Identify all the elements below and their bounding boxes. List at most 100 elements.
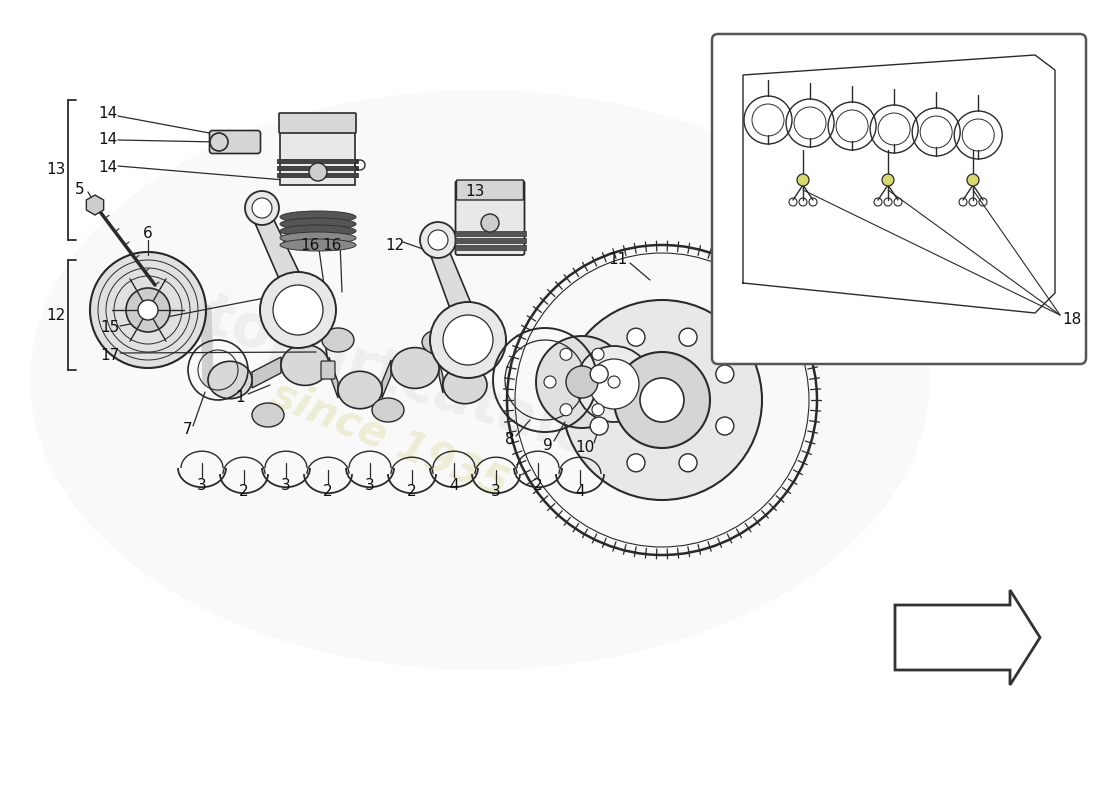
Text: 3: 3 xyxy=(365,478,375,493)
Text: 2: 2 xyxy=(534,478,542,493)
Ellipse shape xyxy=(280,345,329,386)
FancyBboxPatch shape xyxy=(455,181,525,255)
Text: 13: 13 xyxy=(465,185,485,199)
Circle shape xyxy=(967,174,979,186)
Text: 4: 4 xyxy=(575,485,585,499)
FancyBboxPatch shape xyxy=(279,113,356,133)
Polygon shape xyxy=(439,360,443,393)
Text: 12: 12 xyxy=(385,238,405,253)
Circle shape xyxy=(679,454,697,472)
Text: 14: 14 xyxy=(98,106,118,122)
Text: 2: 2 xyxy=(239,485,249,499)
Text: 3: 3 xyxy=(282,478,290,493)
Polygon shape xyxy=(329,357,338,398)
Ellipse shape xyxy=(280,225,356,237)
Text: 6: 6 xyxy=(143,226,153,241)
Circle shape xyxy=(260,272,336,348)
Text: 5: 5 xyxy=(75,182,85,198)
Circle shape xyxy=(882,174,894,186)
Circle shape xyxy=(592,404,604,416)
Ellipse shape xyxy=(280,232,356,244)
Circle shape xyxy=(591,365,608,383)
Ellipse shape xyxy=(252,403,284,427)
Text: 14: 14 xyxy=(98,161,118,175)
Ellipse shape xyxy=(372,398,404,422)
Circle shape xyxy=(566,366,598,398)
Text: 18: 18 xyxy=(1062,313,1081,327)
Circle shape xyxy=(614,352,710,448)
Ellipse shape xyxy=(280,211,356,223)
Polygon shape xyxy=(280,130,355,185)
Text: 14: 14 xyxy=(98,133,118,147)
FancyBboxPatch shape xyxy=(712,34,1086,364)
Text: 7: 7 xyxy=(184,422,192,438)
Polygon shape xyxy=(252,216,310,295)
Text: 15: 15 xyxy=(100,321,120,335)
Polygon shape xyxy=(428,248,480,325)
Text: 12: 12 xyxy=(46,307,66,322)
Ellipse shape xyxy=(322,328,354,352)
Text: 8: 8 xyxy=(505,433,515,447)
Text: 16: 16 xyxy=(300,238,320,253)
Text: 10: 10 xyxy=(575,439,595,454)
Text: 2: 2 xyxy=(407,485,417,499)
Ellipse shape xyxy=(443,366,487,404)
Circle shape xyxy=(798,174,808,186)
Ellipse shape xyxy=(338,371,382,409)
Circle shape xyxy=(90,252,206,368)
Circle shape xyxy=(562,300,762,500)
Circle shape xyxy=(716,365,734,383)
Text: 17: 17 xyxy=(100,347,120,362)
Circle shape xyxy=(560,348,572,360)
Circle shape xyxy=(430,302,506,378)
Circle shape xyxy=(273,285,323,335)
Circle shape xyxy=(588,359,639,409)
Circle shape xyxy=(536,336,628,428)
Bar xyxy=(454,245,526,250)
FancyBboxPatch shape xyxy=(209,130,261,154)
Circle shape xyxy=(560,404,572,416)
Circle shape xyxy=(428,230,448,250)
Text: since 1935: since 1935 xyxy=(265,374,515,506)
Text: 13: 13 xyxy=(46,162,66,178)
Ellipse shape xyxy=(390,347,439,388)
Bar xyxy=(277,173,358,177)
Text: 16: 16 xyxy=(322,238,342,253)
Circle shape xyxy=(252,198,272,218)
Circle shape xyxy=(608,376,620,388)
Ellipse shape xyxy=(208,362,252,398)
Circle shape xyxy=(126,288,170,332)
FancyBboxPatch shape xyxy=(456,180,524,200)
Circle shape xyxy=(138,300,158,320)
Polygon shape xyxy=(382,360,390,398)
Text: 1: 1 xyxy=(235,390,245,405)
Circle shape xyxy=(716,417,734,435)
Ellipse shape xyxy=(280,218,356,230)
Circle shape xyxy=(443,315,493,365)
Bar xyxy=(454,238,526,243)
Text: 3: 3 xyxy=(491,485,501,499)
Circle shape xyxy=(309,163,327,181)
Bar xyxy=(454,231,526,236)
Circle shape xyxy=(576,346,652,422)
Circle shape xyxy=(679,328,697,346)
Bar xyxy=(277,166,358,170)
Ellipse shape xyxy=(280,239,356,251)
Circle shape xyxy=(627,328,645,346)
Circle shape xyxy=(640,378,684,422)
Circle shape xyxy=(481,214,499,232)
Circle shape xyxy=(591,417,608,435)
Ellipse shape xyxy=(422,330,454,354)
Text: 4: 4 xyxy=(449,478,459,493)
Circle shape xyxy=(627,454,645,472)
Text: 11: 11 xyxy=(608,253,628,267)
Circle shape xyxy=(544,376,556,388)
Polygon shape xyxy=(86,195,103,215)
Circle shape xyxy=(420,222,456,258)
Circle shape xyxy=(245,191,279,225)
Ellipse shape xyxy=(30,90,930,670)
Polygon shape xyxy=(252,357,280,388)
Text: 9: 9 xyxy=(543,438,553,453)
Text: 2: 2 xyxy=(323,485,333,499)
Circle shape xyxy=(592,348,604,360)
